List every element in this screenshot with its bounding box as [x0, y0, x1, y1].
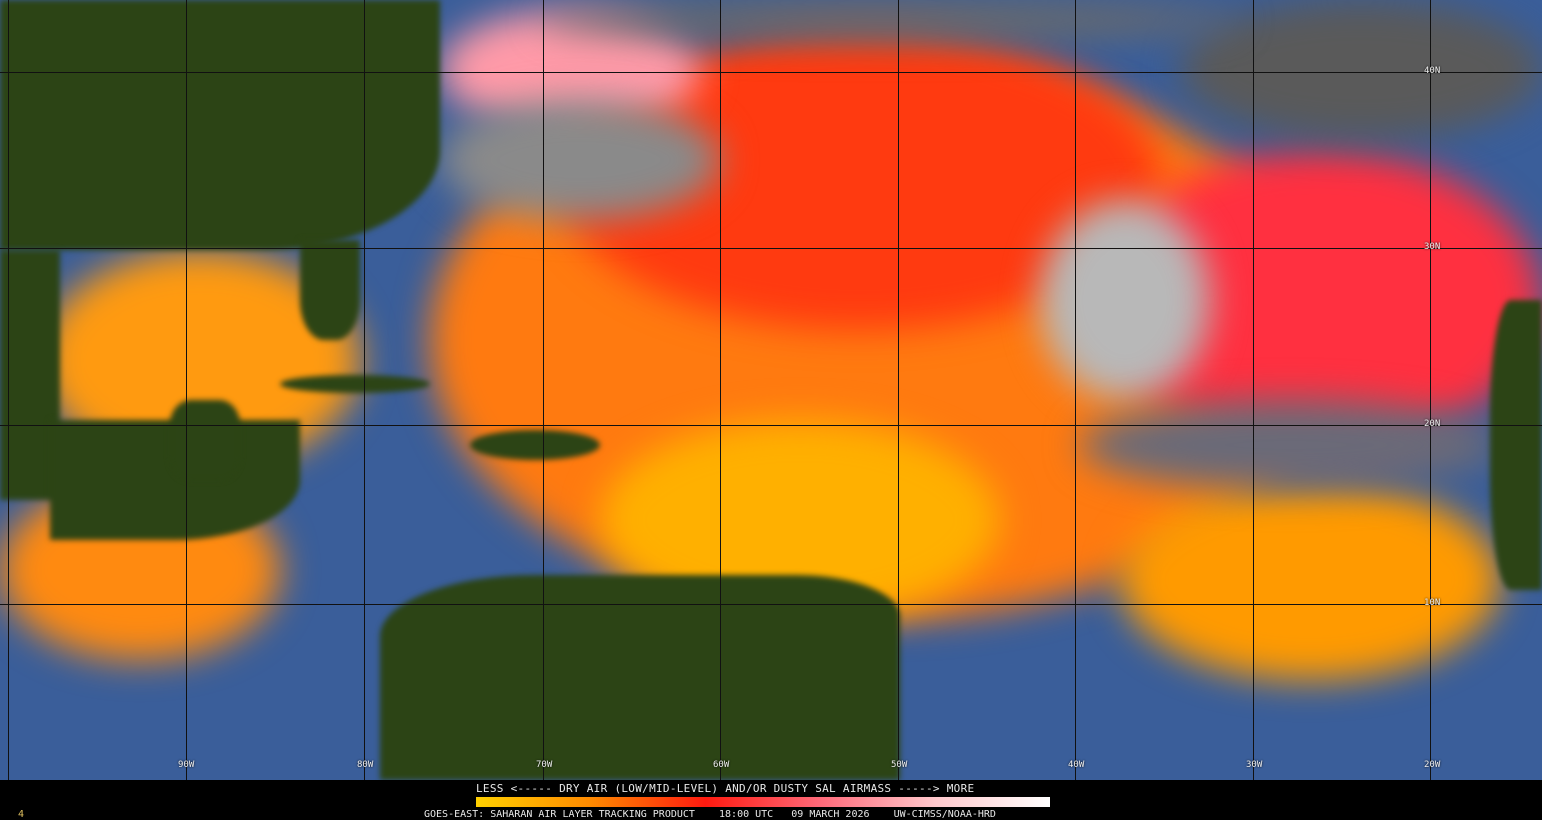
- longitude-line: [364, 0, 365, 780]
- longitude-line: [1430, 0, 1431, 780]
- lon-label: 30W: [1246, 760, 1263, 770]
- cloud: [1040, 200, 1210, 400]
- lat-label: 30N: [1424, 242, 1441, 252]
- longitude-line: [1075, 0, 1076, 780]
- north-america: [0, 0, 440, 250]
- lon-label: 80W: [357, 760, 374, 770]
- latitude-line: [0, 425, 1542, 426]
- cloud: [1080, 400, 1500, 490]
- legend: LESS <----- DRY AIR (LOW/MID-LEVEL) AND/…: [0, 780, 1542, 820]
- hispaniola: [470, 430, 600, 460]
- longitude-line: [8, 0, 9, 780]
- lon-label: 60W: [713, 760, 730, 770]
- latitude-line: [0, 72, 1542, 73]
- yucatan: [170, 400, 240, 480]
- lon-label: 20W: [1424, 760, 1441, 770]
- product-footer: GOES-EAST: SAHARAN AIR LAYER TRACKING PR…: [424, 809, 996, 820]
- cloud: [540, 0, 1240, 40]
- sal-region: [1120, 480, 1500, 680]
- south-america: [380, 575, 900, 780]
- satellite-image: 40N 30N 20N 10N 90W 80W 70W 60W 50W 40W …: [0, 0, 1542, 780]
- lat-label: 10N: [1424, 598, 1441, 608]
- cloud: [440, 100, 720, 220]
- lat-label: 20N: [1424, 419, 1441, 429]
- lon-label: 90W: [178, 760, 195, 770]
- latitude-line: [0, 248, 1542, 249]
- longitude-line: [543, 0, 544, 780]
- florida: [300, 240, 360, 340]
- lon-label: 50W: [891, 760, 908, 770]
- longitude-line: [898, 0, 899, 780]
- longitude-line: [720, 0, 721, 780]
- legend-title: LESS <----- DRY AIR (LOW/MID-LEVEL) AND/…: [476, 782, 975, 795]
- longitude-line: [1253, 0, 1254, 780]
- lat-label: 40N: [1424, 66, 1441, 76]
- africa: [1490, 300, 1542, 590]
- cloud: [1180, 0, 1542, 140]
- longitude-line: [186, 0, 187, 780]
- cuba: [280, 375, 430, 393]
- colorbar: [476, 797, 1050, 807]
- frame-number: 4: [18, 809, 25, 820]
- latitude-line: [0, 604, 1542, 605]
- lon-label: 70W: [536, 760, 553, 770]
- lon-label: 40W: [1068, 760, 1085, 770]
